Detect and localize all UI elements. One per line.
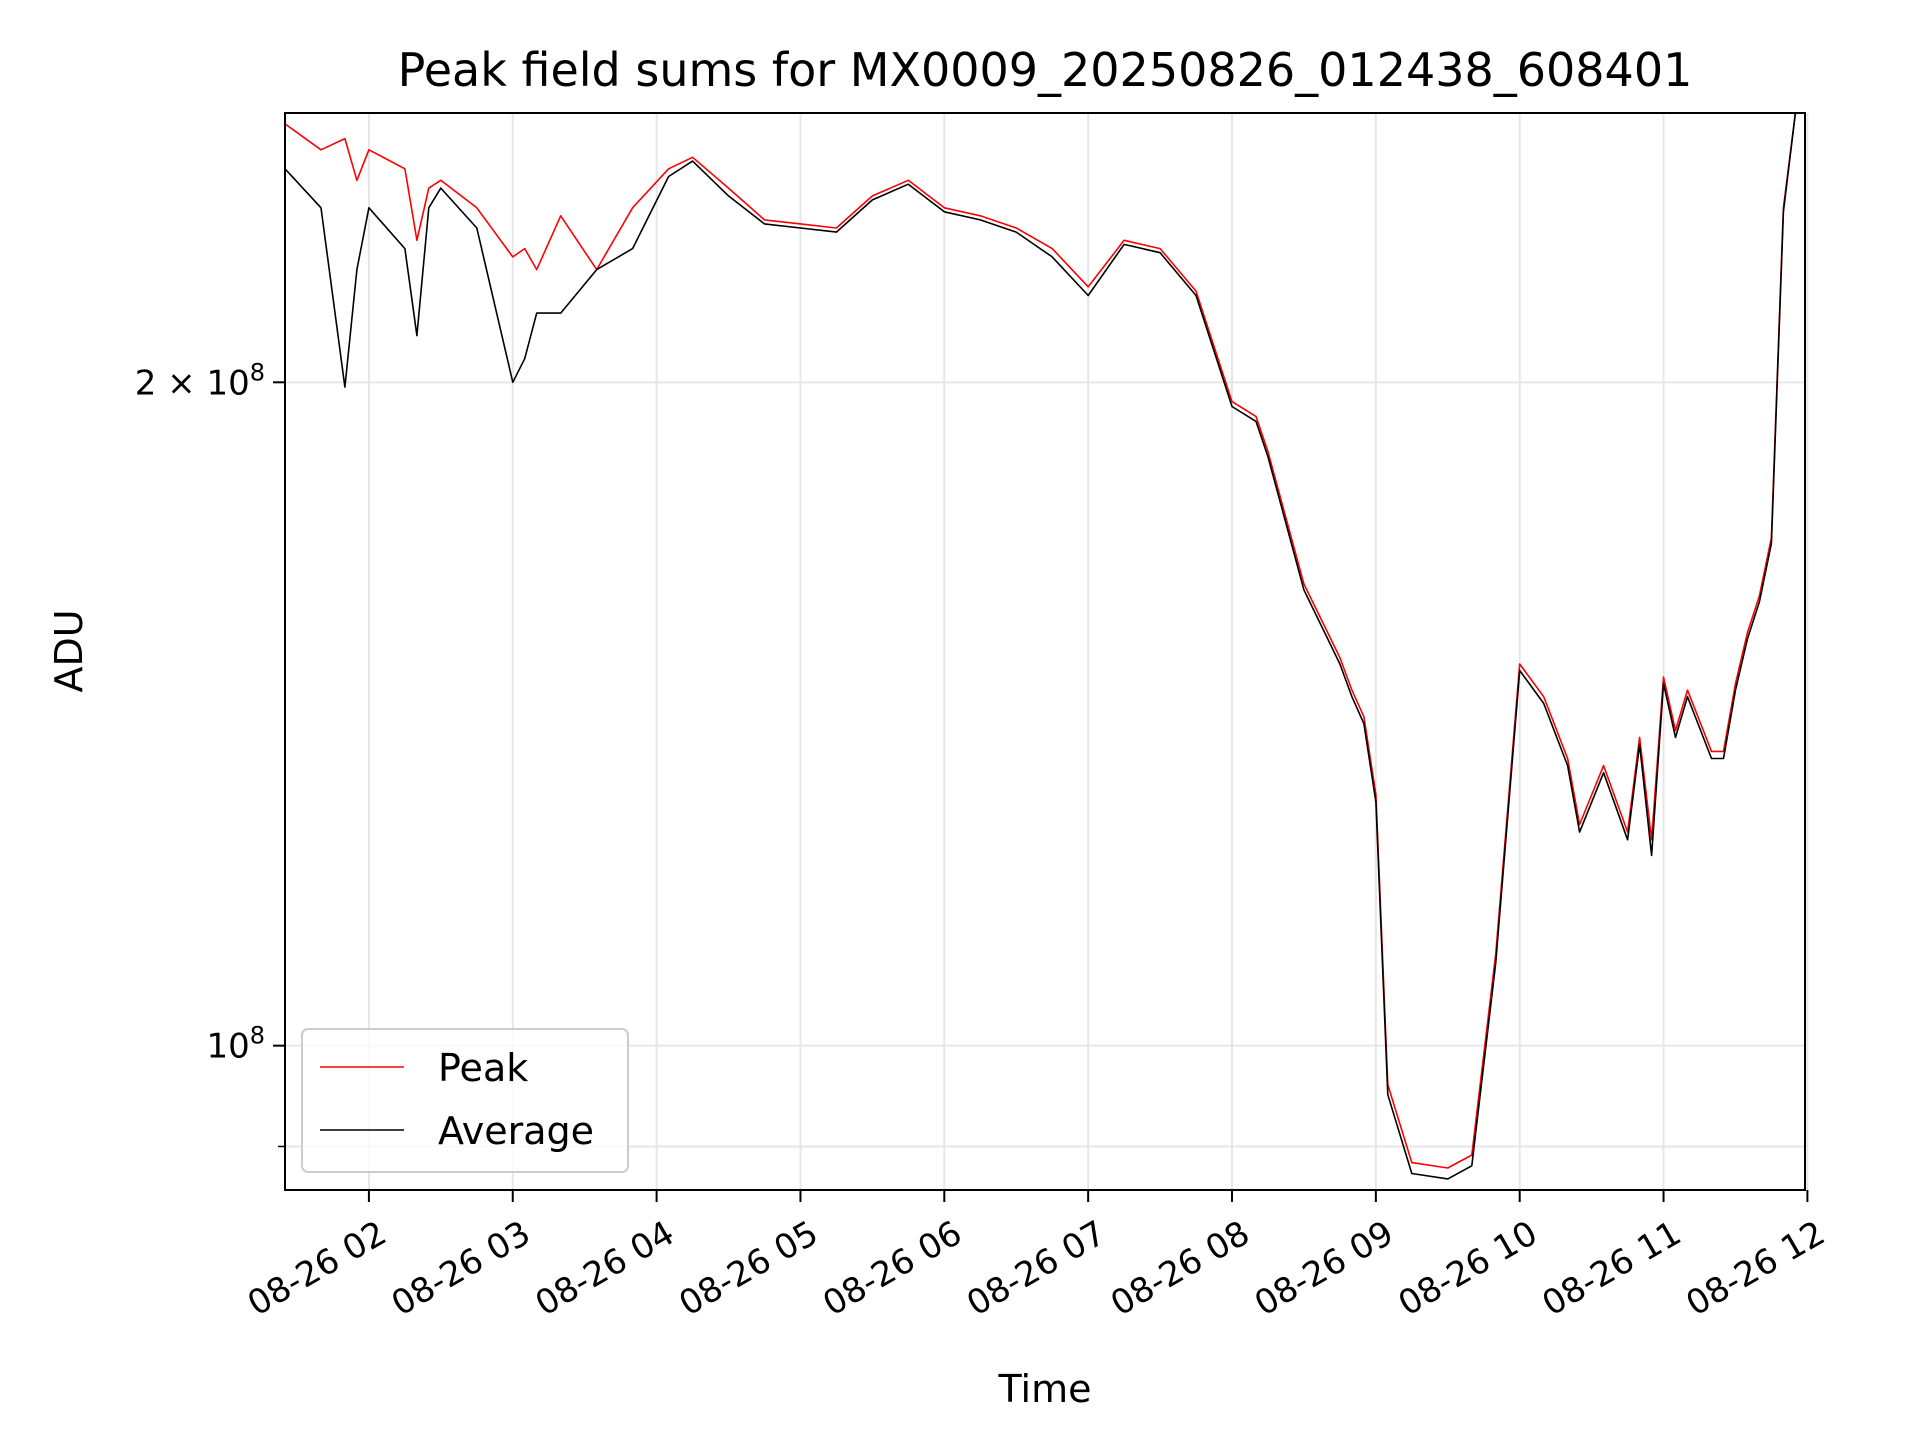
chart-title: Peak field sums for MX0009_20250826_0124… xyxy=(398,43,1693,97)
plot-frame xyxy=(284,112,1806,1191)
grid xyxy=(285,113,1809,1190)
y-tick-label: 2 × 108 xyxy=(135,358,265,403)
series-lines xyxy=(285,113,1805,1180)
legend: Peak Average xyxy=(301,1028,629,1173)
legend-box xyxy=(301,1028,629,1173)
x-axis-label: Time xyxy=(998,1367,1092,1411)
legend-label-average: Average xyxy=(438,1109,594,1153)
legend-label-peak: Peak xyxy=(438,1046,528,1090)
y-axis-label: ADU xyxy=(47,609,91,692)
series-line-average xyxy=(285,113,1805,1180)
y-tick-label: 108 xyxy=(206,1022,265,1067)
y-axis-ticks: 2 × 108 108 xyxy=(135,358,285,1148)
series-line-peak xyxy=(285,113,1805,1169)
